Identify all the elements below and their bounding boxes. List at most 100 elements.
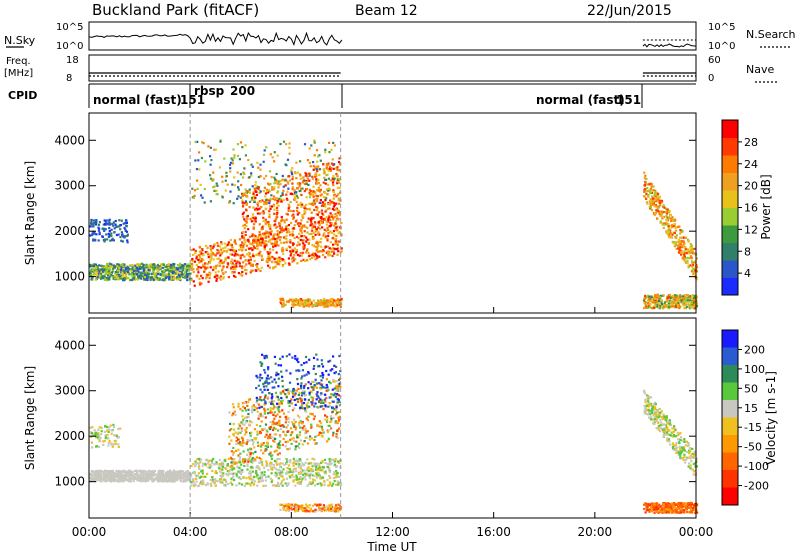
echo-cell bbox=[649, 187, 652, 190]
echo-cell bbox=[319, 300, 322, 303]
echo-cell bbox=[130, 264, 133, 267]
echo-cell bbox=[206, 274, 209, 277]
echo-cell bbox=[90, 220, 93, 223]
echo-cell bbox=[113, 443, 116, 446]
echo-cell bbox=[690, 251, 693, 254]
echo-cell bbox=[650, 182, 653, 185]
echo-cell bbox=[269, 233, 272, 236]
echo-cell bbox=[249, 261, 252, 264]
echo-cell bbox=[275, 473, 278, 476]
echo-cell bbox=[261, 443, 264, 447]
echo-cell bbox=[201, 277, 204, 280]
echo-cell bbox=[306, 474, 309, 477]
echo-cell bbox=[287, 187, 290, 190]
echo-cell bbox=[103, 223, 107, 226]
echo-cell bbox=[111, 237, 114, 240]
echo-cell bbox=[336, 244, 339, 247]
echo-cell bbox=[118, 266, 121, 269]
echo-cell bbox=[140, 477, 143, 480]
echo-cell bbox=[190, 464, 193, 467]
echo-cell bbox=[667, 296, 671, 299]
echo-cell bbox=[256, 430, 259, 433]
echo-cell bbox=[227, 263, 230, 266]
echo-cell bbox=[649, 191, 652, 194]
echo-cell bbox=[303, 476, 306, 479]
echo-cell bbox=[213, 253, 216, 256]
echo-cell bbox=[278, 434, 282, 437]
echo-cell bbox=[233, 472, 236, 475]
echo-cell bbox=[107, 444, 110, 447]
echo-cell bbox=[218, 464, 221, 467]
echo-cell bbox=[247, 228, 250, 231]
echo-cell bbox=[178, 277, 182, 280]
echo-cell bbox=[695, 296, 698, 299]
echo-cell bbox=[233, 184, 236, 187]
echo-cell bbox=[262, 484, 265, 487]
echo-cell bbox=[276, 446, 279, 449]
echo-cell bbox=[248, 262, 251, 265]
echo-cell bbox=[198, 281, 201, 284]
echo-cell bbox=[250, 269, 253, 272]
echo-cell bbox=[294, 484, 297, 487]
echo-cell bbox=[276, 191, 279, 194]
echo-cell bbox=[326, 250, 329, 253]
echo-cell bbox=[255, 456, 259, 459]
echo-cell bbox=[110, 228, 113, 231]
echo-cell bbox=[273, 484, 276, 487]
echo-cell bbox=[103, 238, 106, 242]
echo-cell bbox=[238, 265, 241, 268]
echo-cell bbox=[153, 470, 156, 473]
echo-cell bbox=[135, 263, 139, 266]
echo-cell bbox=[246, 253, 249, 256]
echo-cell bbox=[198, 168, 201, 171]
echo-cell bbox=[267, 235, 270, 238]
echo-cell bbox=[690, 270, 693, 273]
echo-cell bbox=[169, 478, 172, 481]
echo-cell bbox=[679, 301, 682, 304]
echo-cell bbox=[673, 224, 676, 227]
echo-cell bbox=[191, 262, 194, 266]
echo-cell bbox=[315, 228, 318, 231]
echo-cell bbox=[208, 276, 211, 280]
echo-cell bbox=[229, 261, 233, 265]
echo-cell bbox=[239, 273, 242, 276]
echo-cell bbox=[688, 296, 691, 299]
echo-cell bbox=[682, 300, 685, 303]
echo-cell bbox=[206, 483, 209, 486]
echo-cell bbox=[260, 237, 263, 240]
echo-cell bbox=[233, 254, 236, 257]
echo-cell bbox=[324, 210, 327, 213]
echo-cell bbox=[269, 224, 272, 227]
echo-cell bbox=[296, 253, 299, 257]
echo-cell bbox=[271, 188, 274, 191]
echo-cell bbox=[656, 194, 659, 197]
echo-cell bbox=[315, 473, 318, 476]
echo-cell bbox=[282, 300, 285, 303]
echo-cell bbox=[658, 211, 661, 214]
echo-cell bbox=[242, 176, 245, 179]
echo-cell bbox=[147, 478, 150, 481]
echo-cell bbox=[220, 471, 223, 474]
echo-cell bbox=[265, 433, 268, 436]
echo-cell bbox=[248, 191, 251, 194]
echo-cell bbox=[120, 239, 123, 242]
echo-cell bbox=[649, 189, 652, 192]
echo-cell bbox=[120, 277, 123, 280]
echo-cell bbox=[337, 298, 340, 301]
echo-cell bbox=[222, 265, 225, 268]
echo-cell bbox=[97, 477, 100, 480]
echo-cell bbox=[320, 483, 323, 486]
echo-cell bbox=[329, 199, 332, 202]
echo-cell bbox=[274, 467, 277, 470]
echo-cell bbox=[167, 479, 170, 482]
echo-cell bbox=[327, 162, 330, 165]
echo-cell bbox=[169, 263, 173, 266]
echo-cell bbox=[211, 478, 214, 481]
echo-cell bbox=[201, 248, 204, 251]
echo-cell bbox=[150, 272, 153, 275]
echo-cell bbox=[181, 273, 184, 276]
echo-cell bbox=[665, 207, 668, 210]
echo-cell bbox=[327, 484, 330, 487]
echo-cell bbox=[326, 418, 329, 421]
echo-cell bbox=[281, 246, 284, 249]
